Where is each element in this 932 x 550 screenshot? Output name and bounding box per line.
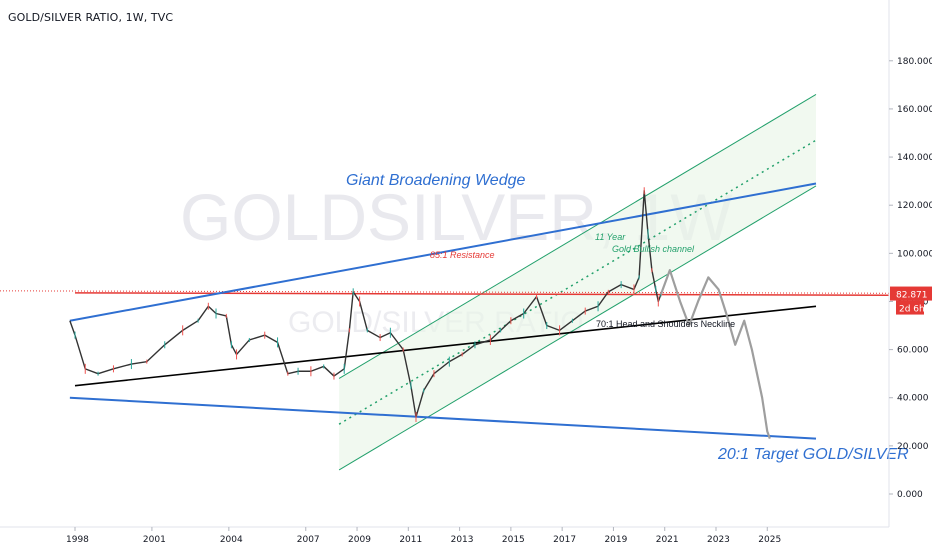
x-tick-label: 2001 [143,535,166,545]
x-tick-label: 2021 [656,535,679,545]
x-tick-label: 2007 [297,535,320,545]
neckline-line [74,305,817,387]
price-tag [890,286,932,301]
projection-series-line [659,269,771,440]
resistance-label: 85:1 Resistance [430,250,495,260]
resistance-dotted-line [0,290,890,294]
price-tag-value: 82.871 [896,291,928,301]
x-tick-label: 2009 [348,535,371,545]
price-series-line [69,190,662,418]
countdown-tag [896,300,924,315]
y-tick-label: 180.000 [897,57,932,67]
y-tick-label: 140.000 [897,153,932,163]
channel-mid-line [338,139,817,425]
x-tick-label: 1998 [66,535,89,545]
chart-title: GOLD/SILVER RATIO, 1W, TVC [8,11,174,24]
y-tick-label: 0.000 [897,490,923,500]
resistance-line [74,292,890,296]
countdown-value: 2d 6h [899,305,925,315]
channel-label-line2: Gold Bullish channel [612,244,695,254]
x-tick-label: 2023 [707,535,730,545]
y-tick-label: 20.000 [897,442,929,452]
neckline-label: 70:1 Head and Shoulders Neckline [596,319,735,329]
y-tick-label: 100.000 [897,249,932,259]
wedge-upper-line [69,182,817,322]
channel-label-line1: 11 Year [595,232,626,242]
x-tick-label: 2025 [758,535,781,545]
y-tick-label: 120.000 [897,201,932,211]
x-tick-label: 2017 [553,535,576,545]
channel-lower-line [338,185,817,471]
y-tick-label: 160.000 [897,105,932,115]
wedge-label: Giant Broadening Wedge [346,172,525,189]
x-tick-label: 2011 [399,535,422,545]
x-tick-label: 2019 [604,535,627,545]
wedge-lower-line [69,396,817,440]
x-tick-label: 2013 [451,535,474,545]
y-tick-label: 60.000 [897,346,929,356]
y-tick-label: 40.000 [897,394,929,404]
target-label: 20:1 Target GOLD/SILVER [717,446,909,463]
x-tick-label: 2004 [220,535,243,545]
channel-upper-line [338,94,817,379]
x-tick-label: 2015 [502,535,525,545]
